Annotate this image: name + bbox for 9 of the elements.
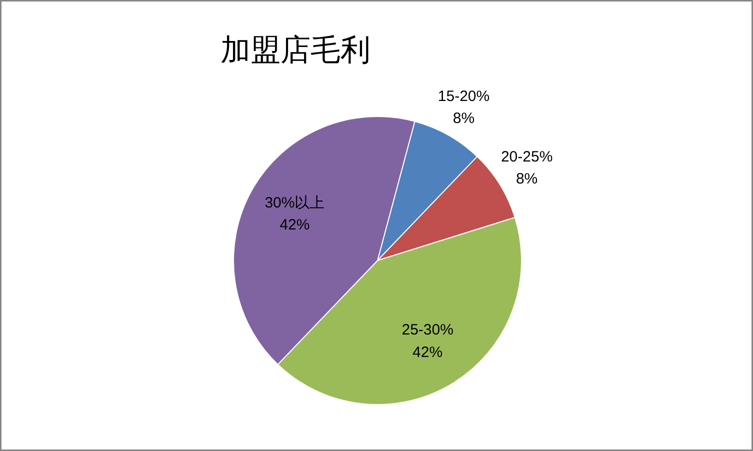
data-label: 8% xyxy=(516,170,538,188)
slice-label: 15-20% xyxy=(438,88,490,105)
slice-label: 30%以上 xyxy=(264,194,325,212)
data-label: 42% xyxy=(412,344,443,361)
data-label: 8% xyxy=(452,110,475,127)
chart-title: 加盟店毛利 xyxy=(220,34,370,67)
slice-label: 20-25% xyxy=(500,148,553,166)
data-label: 42% xyxy=(280,216,310,234)
slice-label: 25-30% xyxy=(402,322,454,339)
